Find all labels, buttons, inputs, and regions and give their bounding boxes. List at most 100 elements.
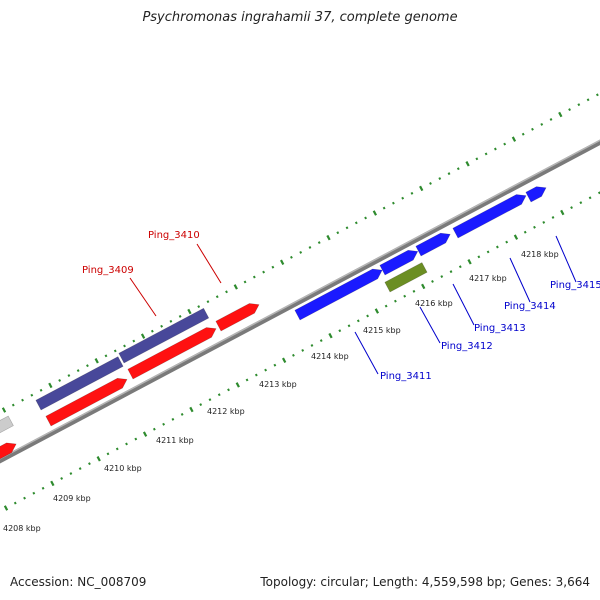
minor-tick [549, 118, 553, 121]
major-tick [187, 308, 192, 315]
map-title: Psychromonas ingrahamii 37, complete gen… [142, 10, 458, 25]
minor-tick [568, 108, 571, 112]
gene-ping-3408 [0, 442, 17, 460]
major-tick [235, 382, 240, 388]
major-tick [94, 358, 99, 364]
minor-tick [505, 240, 509, 244]
scale-label: 4208 kbp [3, 524, 41, 533]
minor-tick [292, 353, 295, 357]
label-layer: Ping_3409 Ping_3410 Ping_3411 Ping_3412 Ping… [3, 230, 600, 533]
leader-ping-3413 [452, 283, 475, 326]
minor-tick [364, 216, 367, 220]
minor-tick [338, 329, 342, 333]
minor-tick [150, 329, 154, 333]
minor-tick [290, 255, 293, 259]
major-tick [421, 283, 426, 290]
gene-ping-3413b [415, 232, 451, 257]
major-tick [50, 480, 55, 487]
major-tick [140, 333, 146, 339]
scale-label: 4214 kbp [311, 352, 349, 361]
minor-tick [271, 265, 275, 269]
minor-tick [123, 344, 126, 348]
minor-tick [206, 300, 210, 304]
major-tick [48, 382, 53, 389]
minor-tick [13, 501, 17, 505]
gene-ping-3410-red [127, 327, 217, 380]
leader-ping-3415 [555, 235, 577, 283]
major-tick [3, 505, 9, 511]
minor-tick [115, 447, 119, 451]
minor-tick [540, 122, 544, 126]
minor-tick [317, 241, 321, 245]
major-tick [189, 406, 194, 413]
minor-tick [486, 250, 490, 254]
inner-tick-track [3, 191, 600, 511]
minor-tick [392, 201, 395, 205]
minor-tick [456, 167, 460, 171]
minor-tick [503, 142, 507, 146]
minor-tick [113, 349, 117, 353]
minor-tick [197, 305, 201, 309]
major-tick [511, 136, 517, 142]
minor-tick [21, 398, 24, 402]
minor-tick [477, 255, 481, 259]
major-tick [374, 308, 380, 314]
gene-ping-3411-red [215, 303, 260, 332]
label-leader-lines [129, 235, 577, 375]
minor-tick [152, 427, 156, 431]
minor-tick [356, 319, 360, 323]
minor-tick [401, 196, 405, 200]
minor-tick [531, 127, 534, 131]
minor-tick [178, 314, 182, 318]
minor-tick [88, 462, 91, 466]
minor-tick [319, 339, 323, 343]
scale-label: 4216 kbp [415, 299, 453, 308]
leader-ping-3411 [354, 331, 379, 375]
major-tick [560, 209, 565, 216]
backbone-highlight [0, 139, 600, 460]
minor-tick [245, 378, 249, 382]
minor-tick [199, 403, 203, 407]
minor-tick [58, 379, 62, 382]
minor-tick [347, 324, 351, 328]
minor-tick [104, 354, 108, 358]
leader-ping-3414 [509, 257, 531, 303]
minor-tick [225, 290, 228, 294]
genome-backbone [0, 139, 600, 464]
minor-tick [438, 177, 442, 180]
minor-tick [106, 452, 110, 456]
minor-tick [308, 246, 312, 249]
minor-tick [475, 157, 479, 161]
backbone-line [0, 139, 600, 464]
label-ping-3415: Ping_3415 [550, 280, 600, 291]
minor-tick [162, 422, 166, 426]
minor-tick [458, 265, 462, 269]
minor-tick [273, 363, 277, 367]
minor-tick [32, 491, 36, 495]
minor-tick [78, 467, 82, 471]
minor-tick [11, 403, 15, 407]
minor-tick [217, 393, 221, 397]
minor-tick [39, 388, 43, 392]
scale-label: 4217 kbp [469, 274, 507, 283]
minor-tick [354, 221, 358, 225]
minor-tick [252, 275, 256, 279]
scale-label: 4215 kbp [363, 326, 401, 335]
minor-tick [493, 147, 497, 151]
scale-label: 4213 kbp [259, 380, 297, 389]
minor-tick [227, 388, 230, 392]
minor-tick [412, 289, 416, 293]
minor-tick [60, 477, 64, 480]
major-tick [419, 185, 424, 192]
minor-tick [299, 250, 303, 254]
scale-label: 4210 kbp [104, 464, 142, 473]
minor-tick [132, 339, 136, 343]
scale-label: 4218 kbp [521, 250, 559, 259]
gene-ping-3407 [0, 415, 14, 434]
minor-tick [542, 220, 546, 224]
gene-ping-3409 [35, 356, 124, 411]
minor-tick [86, 364, 89, 368]
minor-tick [215, 295, 219, 299]
minor-tick [403, 294, 407, 298]
